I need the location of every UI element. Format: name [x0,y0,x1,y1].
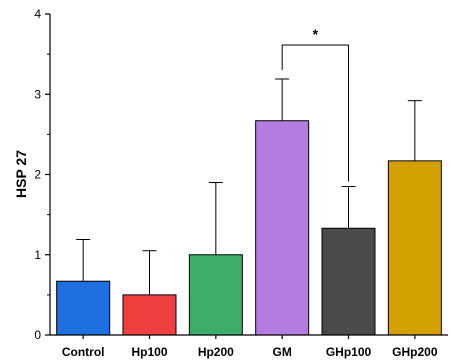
x-tick-label: Control [62,345,105,359]
y-axis: 0 1 2 3 4 [34,7,51,342]
x-tick-label: Hp100 [131,345,167,359]
x-tick-label: GHp200 [392,345,438,359]
y-tick-label: 4 [34,7,41,21]
bar-ghp100 [321,227,376,336]
y-tick-label: 1 [34,248,41,262]
x-tick-label: GM [272,345,291,359]
bar-hp200 [188,254,243,336]
x-axis: Control Hp100 Hp200 GM GHp100 GHp200 [50,334,448,359]
significance-star: * [313,26,319,42]
bar-ghp200 [387,160,442,336]
x-tick-label: Hp200 [198,345,234,359]
bar-hp100 [122,294,177,336]
y-tick-label: 2 [34,168,41,182]
x-tick-label: GHp100 [326,345,372,359]
y-tick-label: 3 [34,87,41,101]
significance-bracket [281,44,349,182]
bar-gm [255,120,310,336]
bars [56,78,442,336]
y-tick-label: 0 [34,328,41,342]
bar-control [56,280,111,336]
significance-annotations: * [281,26,349,182]
y-axis-title: HSP 27 [13,150,29,198]
